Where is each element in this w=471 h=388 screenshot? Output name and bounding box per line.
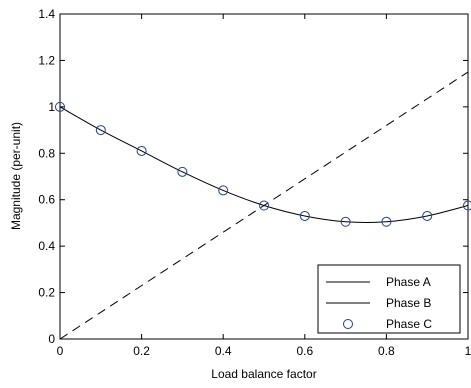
legend-label-phase-b: Phase B [386, 296, 431, 310]
y-tick-label: 0.4 [38, 239, 55, 253]
y-tick-label: 0.8 [38, 146, 55, 160]
x-tick-label: 0.6 [296, 344, 313, 358]
y-tick-label: 1.4 [38, 7, 55, 21]
y-tick-label: 0.2 [38, 286, 55, 300]
y-tick-label: 1 [48, 100, 55, 114]
y-tick-label: 0.6 [38, 193, 55, 207]
x-axis-label: Load balance factor [211, 367, 316, 381]
y-tick-label: 0 [48, 332, 55, 346]
x-tick-label: 0.8 [378, 344, 395, 358]
y-axis-label: Magnitude (per-unit) [9, 122, 23, 230]
x-tick-label: 0 [57, 344, 64, 358]
x-tick-label: 0.2 [133, 344, 150, 358]
legend-label-phase-a: Phase A [386, 275, 431, 289]
legend-label-phase-c: Phase C [386, 317, 432, 331]
y-tick-label: 1.2 [38, 53, 55, 67]
phase-b-line [60, 107, 468, 223]
legend: Phase A Phase B Phase C [318, 265, 460, 333]
x-tick-label: 1 [465, 344, 471, 358]
x-tick-label: 0.4 [215, 344, 232, 358]
